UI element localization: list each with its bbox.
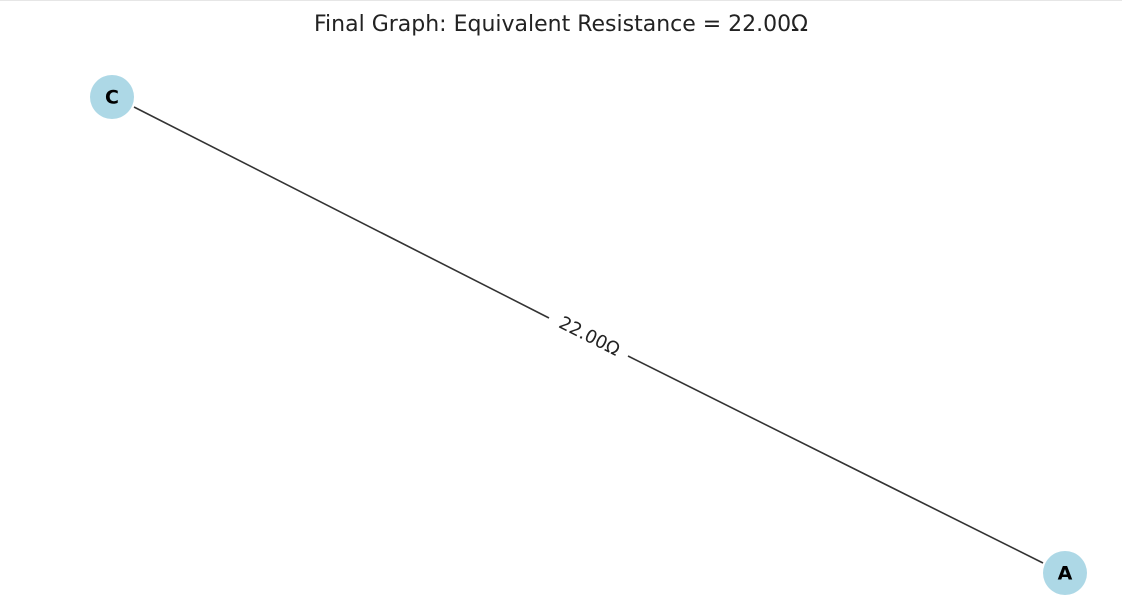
node-c-circle xyxy=(90,75,134,119)
node-a: A xyxy=(1043,551,1087,595)
node-a-circle xyxy=(1043,551,1087,595)
node-c: C xyxy=(90,75,134,119)
node-c-label: C xyxy=(105,87,119,109)
edge-label: 22.00Ω xyxy=(555,312,623,360)
graph-title: Final Graph: Equivalent Resistance = 22.… xyxy=(314,12,808,37)
edge-line-segment-1 xyxy=(133,106,550,319)
node-a-label: A xyxy=(1058,563,1073,585)
top-border xyxy=(0,0,1122,1)
edge-c-a: 22.00Ω xyxy=(133,106,1044,564)
edge-line-segment-2 xyxy=(627,355,1044,564)
